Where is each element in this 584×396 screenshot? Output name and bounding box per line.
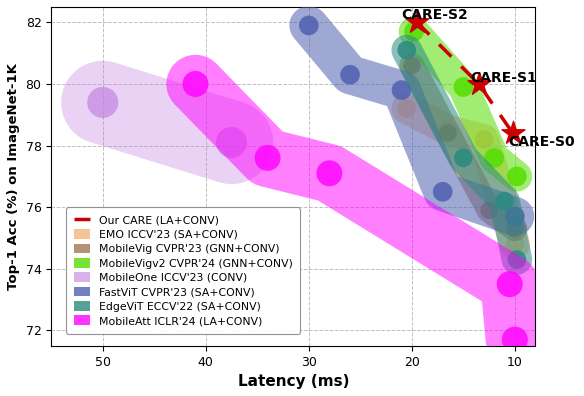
Point [345, 72, 354, 78]
Point [508, 130, 517, 136]
Point [474, 81, 484, 87]
Point [438, 188, 447, 195]
Point [500, 198, 509, 204]
Point [191, 81, 200, 87]
Point [98, 99, 107, 106]
Point [227, 139, 236, 146]
Point [510, 337, 520, 343]
Legend: Our CARE (LA+CONV), EMO ICCV'23 (SA+CONV), MobileVig CVPR'23 (GNN+CONV), MobileV: Our CARE (LA+CONV), EMO ICCV'23 (SA+CONV… [67, 208, 300, 333]
Point [407, 62, 416, 69]
Point [505, 281, 515, 287]
Text: CARE-S1: CARE-S1 [471, 71, 537, 86]
Point [458, 84, 468, 90]
Point [325, 170, 334, 177]
Point [402, 47, 411, 53]
Point [443, 127, 453, 133]
Point [402, 105, 411, 112]
Y-axis label: Top-1 Acc (%) on ImageNet-1K: Top-1 Acc (%) on ImageNet-1K [7, 63, 20, 290]
X-axis label: Latency (ms): Latency (ms) [238, 374, 349, 389]
Point [458, 155, 468, 161]
Point [409, 29, 419, 35]
Point [263, 155, 272, 161]
Text: CARE-S2: CARE-S2 [402, 8, 468, 22]
Point [510, 241, 520, 247]
Point [304, 22, 314, 29]
Point [412, 19, 422, 25]
Point [443, 130, 453, 136]
Point [512, 256, 522, 263]
Point [512, 173, 522, 179]
Point [479, 136, 489, 143]
Text: CARE-S0: CARE-S0 [509, 135, 575, 148]
Point [489, 155, 499, 161]
Point [485, 207, 494, 213]
Point [397, 87, 406, 93]
Point [510, 213, 520, 219]
Point [510, 226, 520, 232]
